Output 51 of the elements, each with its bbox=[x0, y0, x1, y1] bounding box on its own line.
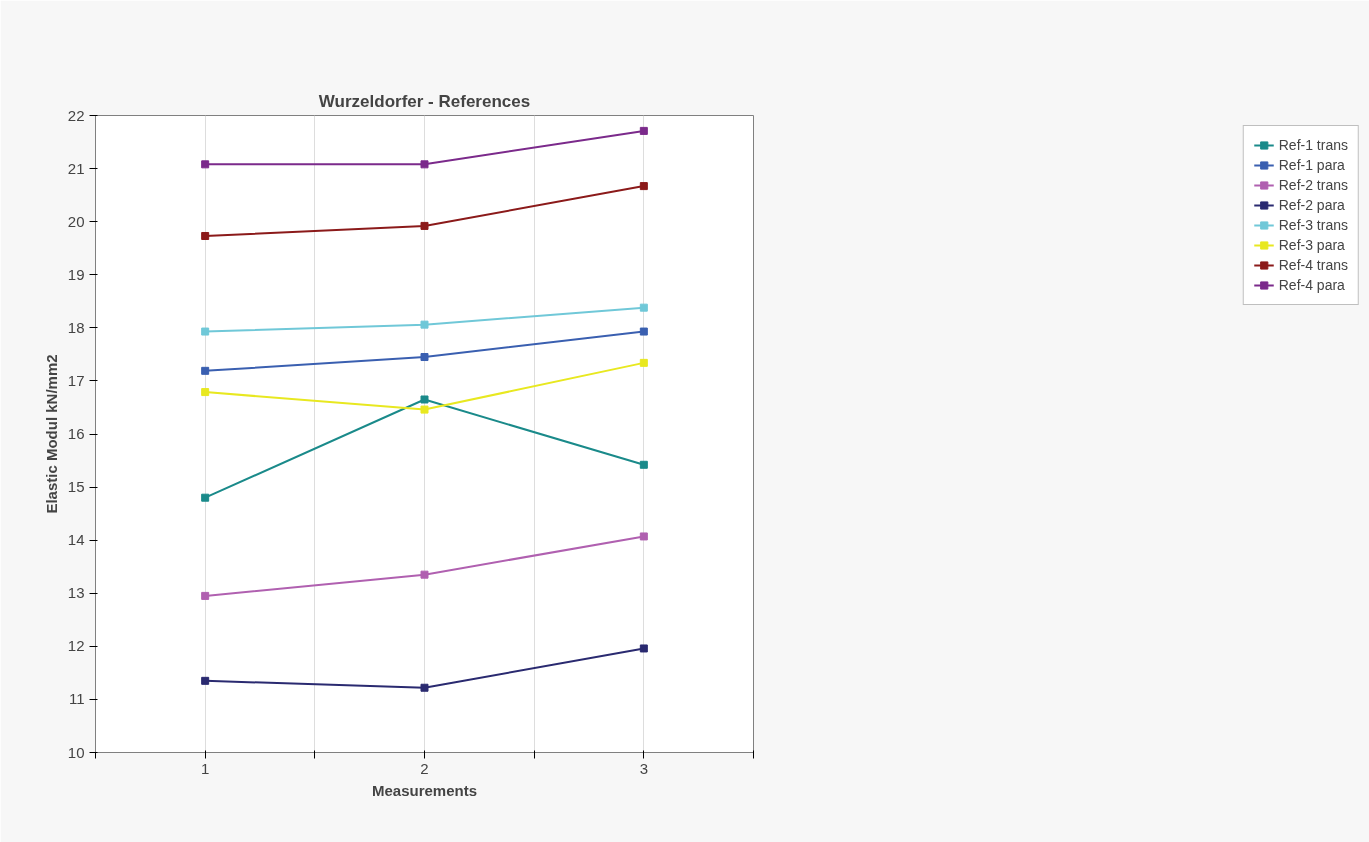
y-tick-label: 17 bbox=[67, 371, 85, 389]
y-tick-label: 19 bbox=[67, 265, 85, 283]
legend-label: Ref-4 trans bbox=[1278, 256, 1348, 274]
x-tick-label: 3 bbox=[639, 759, 649, 777]
point bbox=[201, 388, 210, 397]
point bbox=[420, 353, 429, 362]
legend-label: Ref-2 para bbox=[1278, 196, 1345, 214]
point bbox=[639, 460, 648, 469]
chart-title: Wurzeldorfer - References bbox=[318, 91, 531, 111]
y-tick-label: 15 bbox=[67, 478, 85, 496]
point bbox=[639, 126, 648, 135]
x-axis-title: Measurements bbox=[371, 781, 478, 799]
point bbox=[639, 327, 648, 336]
point bbox=[201, 591, 210, 600]
point bbox=[201, 232, 210, 240]
legend-label: Ref-1 trans bbox=[1278, 136, 1348, 154]
point bbox=[201, 493, 210, 502]
point bbox=[420, 160, 429, 169]
point bbox=[420, 320, 429, 329]
y-tick-label: 22 bbox=[67, 106, 85, 124]
point bbox=[420, 395, 429, 404]
point bbox=[639, 644, 648, 653]
y-axis-title: Elastic Modul kN/mm2 bbox=[42, 354, 60, 514]
y-tick-label: 14 bbox=[67, 531, 85, 549]
y-tick-label: 10 bbox=[67, 743, 85, 761]
point bbox=[639, 358, 648, 367]
point bbox=[639, 303, 648, 312]
point bbox=[201, 676, 210, 685]
point bbox=[639, 182, 648, 191]
point bbox=[420, 221, 429, 230]
y-tick-label: 11 bbox=[68, 690, 85, 708]
point bbox=[420, 570, 429, 579]
legend-label: Ref-3 trans bbox=[1278, 216, 1348, 234]
point bbox=[201, 366, 210, 375]
y-tick-label: 21 bbox=[67, 159, 85, 177]
legend-label: Ref-3 para bbox=[1278, 236, 1345, 254]
point bbox=[420, 683, 429, 692]
legend-label: Ref-2 trans bbox=[1278, 176, 1348, 194]
point bbox=[201, 160, 210, 169]
x-tick-label: 2 bbox=[420, 759, 429, 777]
y-tick-label: 18 bbox=[67, 318, 85, 336]
point bbox=[420, 405, 429, 414]
y-tick-label: 13 bbox=[67, 584, 85, 602]
point bbox=[639, 532, 648, 541]
y-tick-label: 16 bbox=[67, 425, 85, 442]
x-tick-label: 1 bbox=[201, 759, 210, 777]
point bbox=[201, 327, 210, 336]
y-tick-label: 12 bbox=[67, 637, 85, 655]
legend-label: Ref-1 para bbox=[1278, 156, 1345, 174]
legend-label: Ref-4 para bbox=[1278, 276, 1345, 294]
y-tick-label: 20 bbox=[67, 212, 85, 230]
